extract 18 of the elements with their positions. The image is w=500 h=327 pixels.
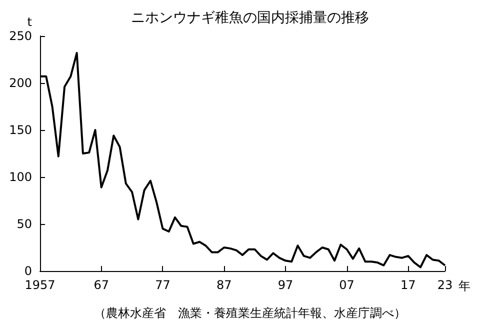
chart-title: ニホンウナギ稚魚の国内採捕量の推移 <box>131 10 369 26</box>
x-tick-label: 97 <box>278 278 294 292</box>
text: （農林水産省 漁業・養殖業生産統計年報、水産庁調べ） <box>94 306 406 320</box>
x-tick-label: 23 <box>437 278 453 292</box>
x-tick-label: 1957 <box>24 278 56 292</box>
y-tick-label: 150 <box>9 123 32 137</box>
x-tick-label: 77 <box>155 278 170 292</box>
y-tick-label: 100 <box>9 170 32 184</box>
x-axis-title: 年 <box>458 279 471 293</box>
y-axis-title: t <box>27 15 32 29</box>
x-tick-label: 07 <box>339 278 354 292</box>
y-tick-label: 50 <box>16 217 32 231</box>
y-tick-label: 250 <box>9 29 32 43</box>
y-tick-label: 0 <box>24 264 32 278</box>
x-tick-label: 67 <box>94 278 110 292</box>
x-tick-label: 17 <box>400 278 416 292</box>
y-tick-label: 200 <box>9 76 32 90</box>
x-tick-label: 87 <box>216 278 232 292</box>
